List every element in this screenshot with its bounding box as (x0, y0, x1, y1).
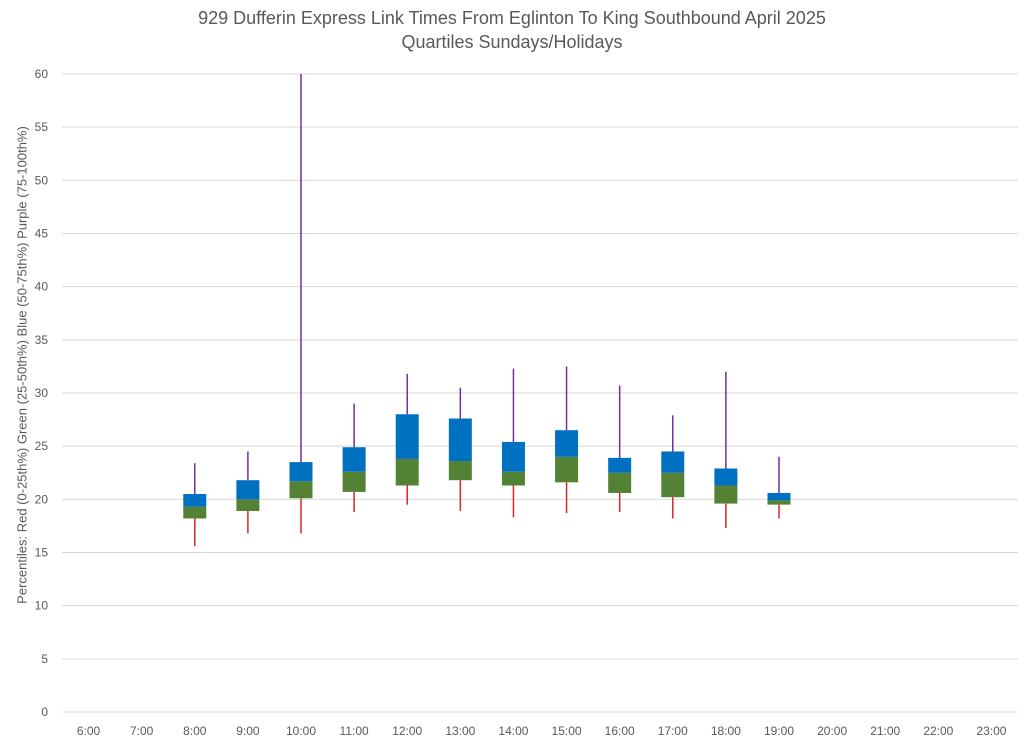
x-tick-label: 23:00 (976, 724, 1006, 738)
box-upper-half (236, 480, 260, 500)
y-tick-label: 0 (41, 705, 48, 719)
box-11:00 (342, 403, 366, 513)
x-tick-label: 21:00 (870, 724, 900, 738)
box-lower-half (501, 471, 525, 486)
x-tick-label: 6:00 (77, 724, 101, 738)
y-tick-label: 25 (35, 439, 49, 453)
y-tick-label: 30 (35, 386, 49, 400)
x-tick-label: 19:00 (764, 724, 794, 738)
chart-title-line1: 929 Dufferin Express Link Times From Egl… (198, 8, 826, 28)
box-upper-half (395, 414, 419, 459)
x-tick-label: 18:00 (711, 724, 741, 738)
box-8:00 (183, 463, 207, 547)
x-tick-label: 22:00 (923, 724, 953, 738)
box-lower-half (289, 481, 313, 499)
x-tick-label: 14:00 (498, 724, 528, 738)
box-upper-half (501, 441, 525, 472)
x-tick-labels: 6:00 7:00 8:00 9:00 10:00 11:00 12:00 13:00 14:0… (77, 724, 1007, 738)
x-tick-label: 8:00 (183, 724, 207, 738)
y-tick-label: 15 (35, 546, 49, 560)
box-12:00 (395, 373, 419, 505)
x-tick-label: 15:00 (552, 724, 582, 738)
y-tick-label: 55 (35, 120, 49, 134)
chart-subtitle: Quartiles Sundays/Holidays (401, 32, 623, 52)
x-tick-label: 7:00 (130, 724, 154, 738)
box-15:00 (555, 366, 579, 514)
x-tick-label: 17:00 (658, 724, 688, 738)
x-tick-label: 13:00 (445, 724, 475, 738)
y-tick-label: 5 (41, 652, 48, 666)
box-18:00 (714, 371, 738, 529)
box-upper-half (448, 418, 472, 462)
y-tick-label: 40 (35, 280, 49, 294)
box-upper-half (661, 451, 685, 473)
x-tick-label: 16:00 (605, 724, 635, 738)
box-lower-half (395, 458, 419, 486)
box-16:00 (608, 385, 632, 513)
box-lower-half (448, 461, 472, 481)
boxes (183, 74, 791, 547)
box-lower-half (555, 456, 579, 483)
box-19:00 (767, 456, 791, 519)
y-tick-label: 20 (35, 492, 49, 506)
box-upper-half (608, 457, 632, 473)
box-lower-half (767, 500, 791, 505)
x-tick-label: 11:00 (340, 724, 369, 738)
box-17:00 (661, 415, 685, 519)
box-upper-half (289, 462, 313, 482)
box-lower-half (714, 485, 738, 504)
box-upper-half (183, 494, 207, 507)
box-10:00 (289, 74, 313, 534)
y-tick-label: 60 (35, 67, 49, 81)
box-9:00 (236, 451, 260, 534)
box-14:00 (501, 368, 525, 518)
y-tick-label: 45 (35, 227, 49, 241)
box-lower-half (342, 471, 366, 492)
y-tick-labels: 0 5 10 15 20 25 30 35 40 45 50 55 60 (35, 67, 49, 719)
y-tick-label: 35 (35, 333, 49, 347)
box-lower-half (183, 506, 207, 519)
box-lower-half (661, 472, 685, 498)
y-tick-label: 50 (35, 173, 49, 187)
chart-title: 929 Dufferin Express Link Times From Egl… (0, 6, 1024, 54)
gridlines (62, 73, 1018, 713)
y-tick-label: 10 (35, 599, 49, 613)
box-upper-half (767, 492, 791, 501)
x-tick-label: 10:00 (286, 724, 316, 738)
box-lower-half (236, 499, 260, 512)
box-13:00 (448, 387, 472, 512)
x-tick-label: 12:00 (392, 724, 422, 738)
box-upper-half (342, 447, 366, 472)
x-tick-label: 9:00 (236, 724, 260, 738)
x-tick-label: 20:00 (817, 724, 847, 738)
box-lower-half (608, 472, 632, 493)
box-upper-half (555, 430, 579, 457)
box-upper-half (714, 468, 738, 486)
